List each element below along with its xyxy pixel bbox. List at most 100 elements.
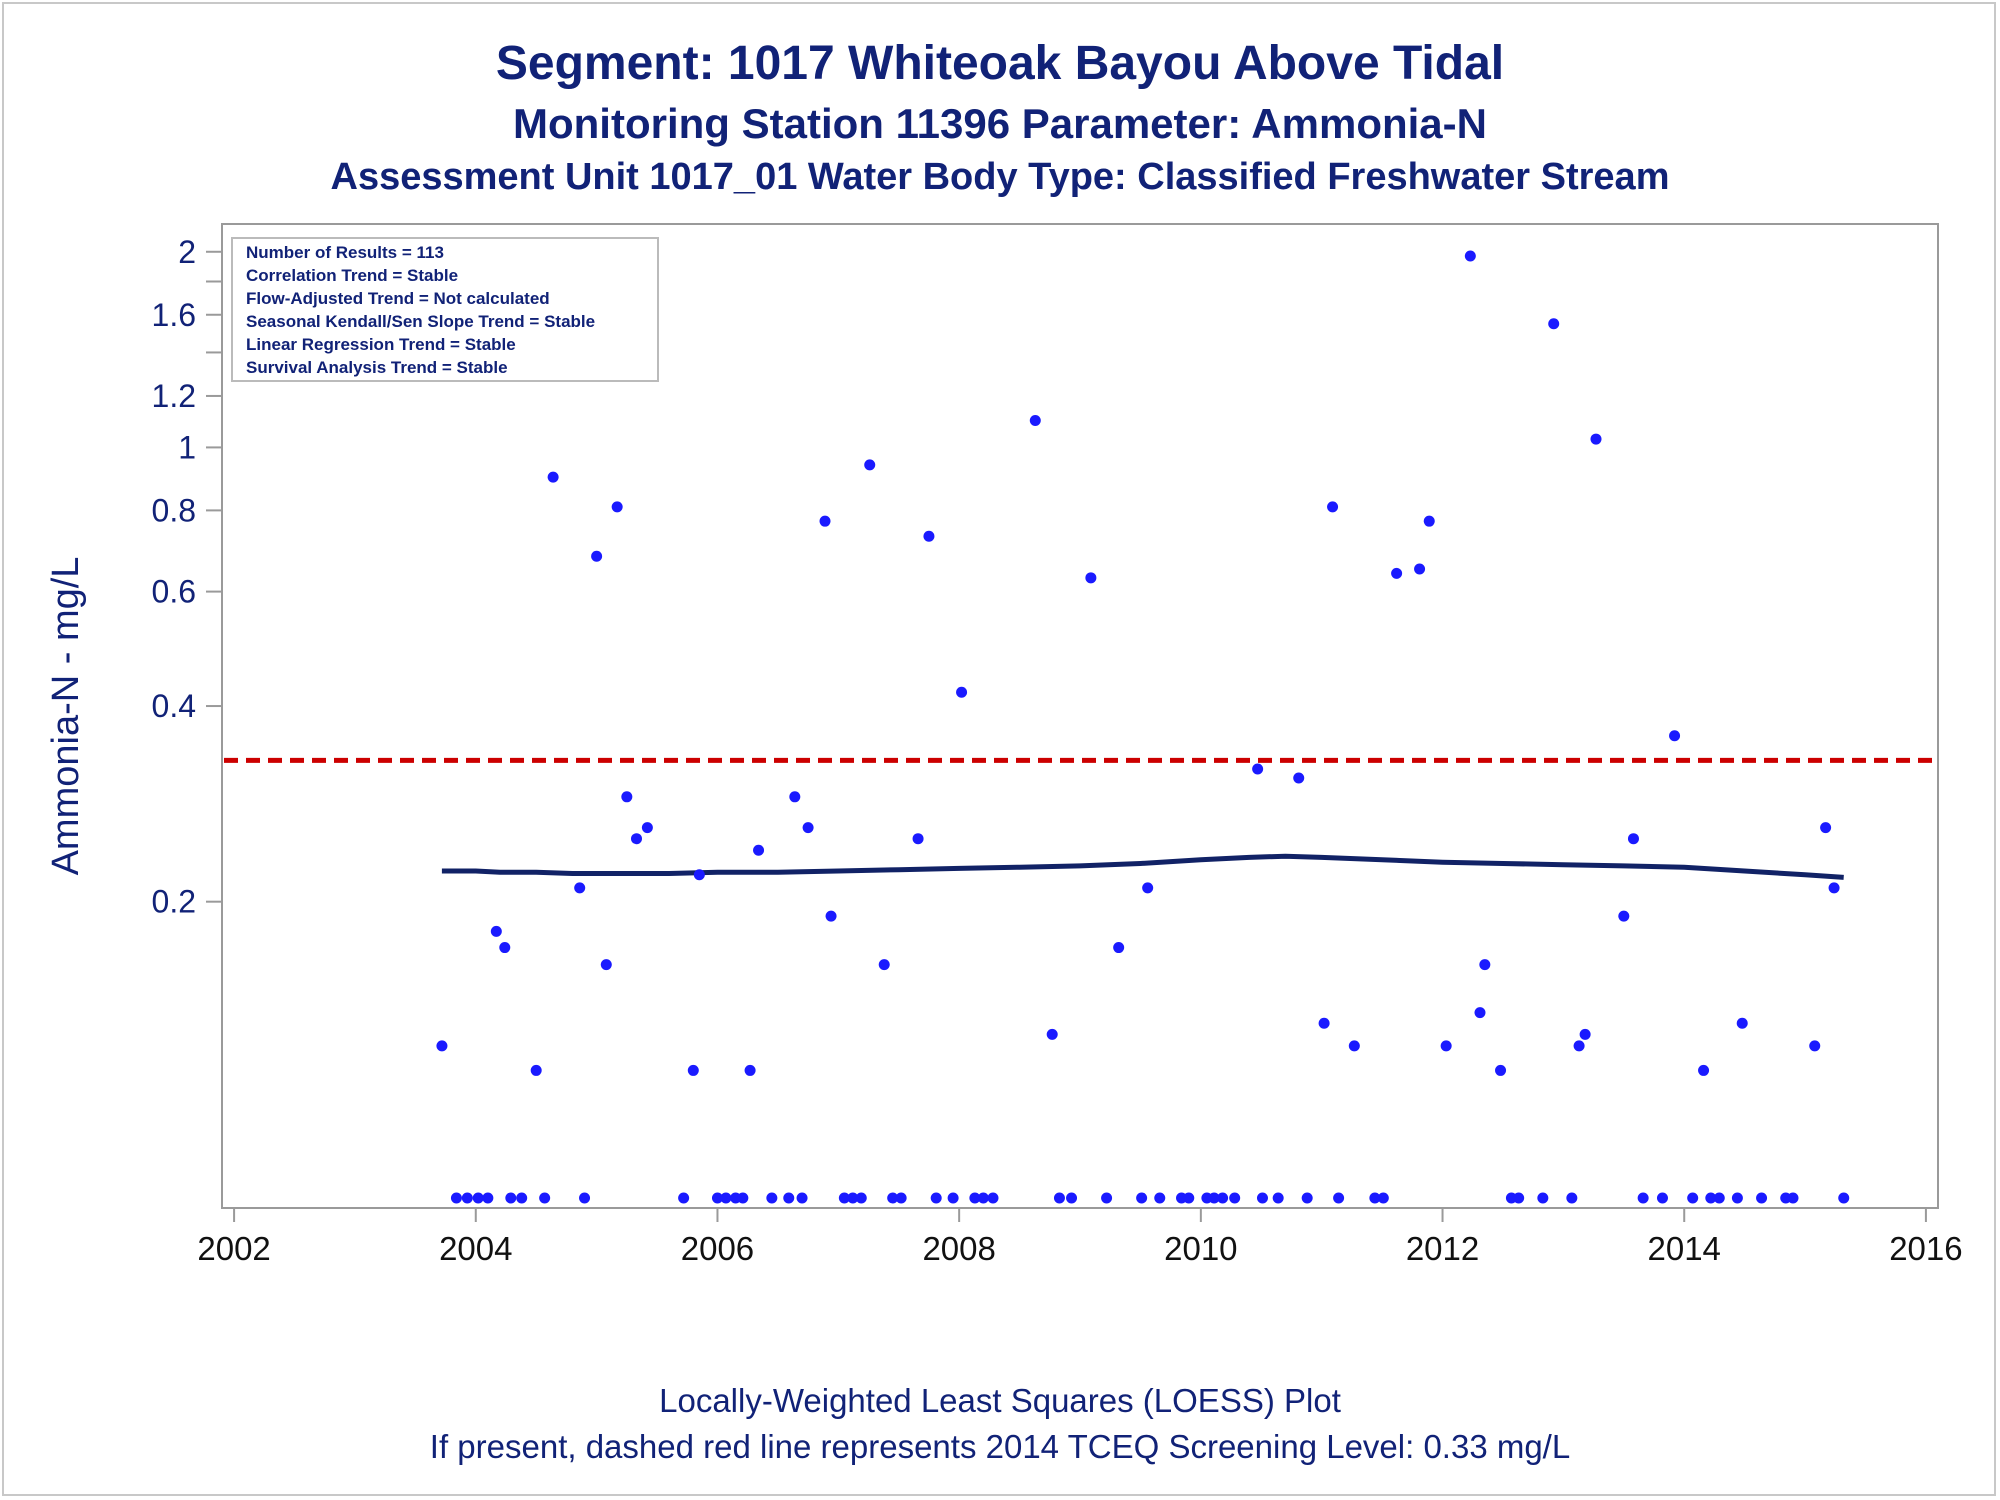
data-point-nondetect — [579, 1192, 591, 1204]
data-point — [744, 1064, 756, 1076]
data-point-nondetect — [895, 1192, 907, 1204]
data-point-nondetect — [766, 1192, 778, 1204]
y-tick-label: 1.2 — [152, 378, 196, 414]
data-point — [1669, 730, 1681, 742]
data-point — [1029, 415, 1041, 427]
x-tick-label: 2014 — [1648, 1230, 1721, 1267]
data-point-nondetect — [1183, 1192, 1195, 1204]
stats-box-line: Flow-Adjusted Trend = Not calculated — [246, 289, 550, 308]
data-point-nondetect — [1513, 1192, 1525, 1204]
data-point-nondetect — [947, 1192, 959, 1204]
data-point-nondetect — [987, 1192, 999, 1204]
data-point — [1423, 515, 1435, 527]
data-point-nondetect — [977, 1192, 989, 1204]
data-point-nondetect — [472, 1192, 484, 1204]
data-point-nondetect — [1256, 1192, 1268, 1204]
y-tick-label: 0.6 — [152, 574, 196, 610]
data-point-nondetect — [1229, 1192, 1241, 1204]
x-tick-label: 2016 — [1889, 1230, 1962, 1267]
data-point-nondetect — [516, 1192, 528, 1204]
data-point-nondetect — [1731, 1192, 1743, 1204]
data-point — [956, 686, 968, 698]
chart-subtitle-2: Assessment Unit 1017_01 Water Body Type:… — [330, 156, 1670, 198]
data-point — [621, 791, 633, 803]
data-point — [1820, 822, 1832, 834]
data-point — [825, 910, 837, 922]
data-point — [1293, 772, 1305, 784]
x-tick-label: 2008 — [922, 1230, 995, 1267]
data-point — [693, 869, 705, 881]
data-point — [923, 530, 935, 542]
data-point-nondetect — [930, 1192, 942, 1204]
data-point — [1548, 318, 1560, 330]
data-point — [1627, 833, 1639, 845]
data-point-nondetect — [1333, 1192, 1345, 1204]
data-point — [547, 471, 559, 483]
data-point-nondetect — [482, 1192, 494, 1204]
x-tick-label: 2004 — [439, 1230, 512, 1267]
data-point-nondetect — [796, 1192, 808, 1204]
stats-box-line: Seasonal Kendall/Sen Slope Trend = Stabl… — [246, 312, 595, 331]
data-point — [819, 515, 831, 527]
data-point-nondetect — [711, 1192, 723, 1204]
data-point-nondetect — [1217, 1192, 1229, 1204]
data-point-nondetect — [720, 1192, 732, 1204]
x-tick-label: 2002 — [197, 1230, 270, 1267]
data-point-nondetect — [1637, 1192, 1649, 1204]
data-point-nondetect — [847, 1192, 859, 1204]
data-point — [789, 791, 801, 803]
data-point-nondetect — [1838, 1192, 1850, 1204]
data-point — [878, 959, 890, 971]
data-point — [1828, 882, 1840, 894]
data-point-nondetect — [505, 1192, 517, 1204]
stats-box-line: Survival Analysis Trend = Stable — [246, 358, 508, 377]
footnote-loess: Locally-Weighted Least Squares (LOESS) P… — [659, 1382, 1341, 1419]
data-point — [600, 959, 612, 971]
data-point-nondetect — [1208, 1192, 1220, 1204]
data-point-nondetect — [1787, 1192, 1799, 1204]
data-point — [1348, 1040, 1360, 1052]
data-point-nondetect — [1301, 1192, 1313, 1204]
x-tick-label: 2010 — [1164, 1230, 1237, 1267]
y-tick-label: 0.8 — [152, 492, 196, 528]
data-point-nondetect — [1656, 1192, 1668, 1204]
data-point-nondetect — [1101, 1192, 1113, 1204]
data-point — [1318, 1017, 1330, 1029]
data-point — [530, 1064, 542, 1076]
data-point-nondetect — [969, 1192, 981, 1204]
data-point — [1590, 433, 1602, 445]
data-point — [1414, 563, 1426, 575]
data-point-nondetect — [838, 1192, 850, 1204]
data-point-nondetect — [539, 1192, 551, 1204]
stats-box-line: Linear Regression Trend = Stable — [246, 335, 516, 354]
data-point — [499, 942, 511, 954]
data-point — [802, 822, 814, 834]
data-point — [641, 822, 653, 834]
data-point — [490, 925, 502, 937]
data-point — [1579, 1028, 1591, 1040]
data-point — [1474, 1007, 1486, 1019]
data-point — [1809, 1040, 1821, 1052]
data-point — [912, 833, 924, 845]
data-point — [1113, 942, 1125, 954]
y-tick-label: 0.4 — [152, 688, 196, 724]
data-point-nondetect — [1713, 1192, 1725, 1204]
x-tick-label: 2012 — [1406, 1230, 1479, 1267]
data-point-nondetect — [1377, 1192, 1389, 1204]
data-point — [574, 882, 586, 894]
y-tick-label: 1.6 — [152, 297, 196, 333]
data-point-nondetect — [1154, 1192, 1166, 1204]
data-point-nondetect — [450, 1192, 462, 1204]
data-point — [1618, 910, 1630, 922]
data-point — [1479, 959, 1491, 971]
data-point — [687, 1064, 699, 1076]
data-point — [1495, 1064, 1507, 1076]
plot-area — [221, 223, 1939, 1209]
data-point — [864, 459, 876, 471]
data-point-nondetect — [855, 1192, 867, 1204]
loess-curve — [441, 853, 1844, 880]
data-point-nondetect — [1756, 1192, 1768, 1204]
data-point-nondetect — [1369, 1192, 1381, 1204]
